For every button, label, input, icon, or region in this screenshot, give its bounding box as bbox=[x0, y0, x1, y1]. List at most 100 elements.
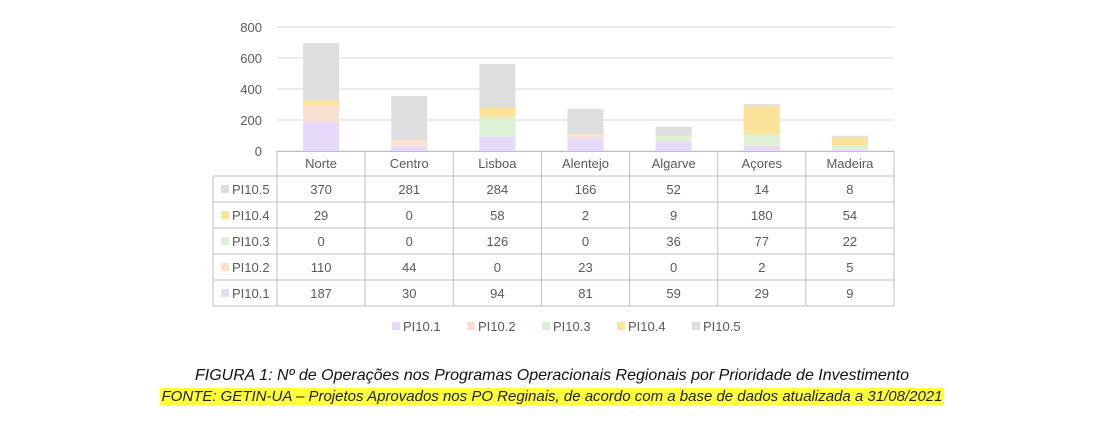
table-series-swatch bbox=[221, 185, 229, 193]
legend: PI10.1 PI10.2 PI10.3 PI10.4 PI10.5 bbox=[392, 319, 741, 334]
bar-segment bbox=[391, 139, 428, 147]
figure-caption: FIGURA 1: Nº de Operações nos Programas … bbox=[0, 365, 1104, 407]
legend-label: PI10.1 bbox=[403, 319, 441, 334]
category-label: Centro bbox=[390, 156, 429, 171]
bar-segment bbox=[391, 146, 428, 151]
data-label: 284 bbox=[487, 182, 509, 197]
bar-segment bbox=[831, 148, 868, 150]
data-label: 0 bbox=[406, 234, 413, 249]
table-series-label: PI10.4 bbox=[232, 208, 270, 223]
data-label: 2 bbox=[582, 208, 589, 223]
data-label: 180 bbox=[751, 208, 773, 223]
data-label: 0 bbox=[582, 234, 589, 249]
bar-segment bbox=[655, 134, 692, 137]
legend-swatch bbox=[392, 322, 400, 330]
bar-segment bbox=[567, 138, 604, 151]
table-series-swatch bbox=[221, 237, 229, 245]
data-label: 110 bbox=[311, 260, 332, 275]
y-tick-label: 600 bbox=[240, 51, 262, 66]
data-label: 0 bbox=[406, 208, 413, 223]
bar-segment bbox=[831, 135, 868, 138]
category-label: Açores bbox=[742, 156, 783, 171]
legend-swatch bbox=[617, 322, 625, 330]
bar-segment bbox=[303, 100, 340, 105]
bar-segment bbox=[655, 126, 692, 135]
data-label: 30 bbox=[402, 286, 416, 301]
bar-segment bbox=[479, 63, 516, 108]
bar-segment bbox=[743, 106, 780, 135]
data-label: 8 bbox=[846, 182, 853, 197]
legend-label: PI10.5 bbox=[703, 319, 741, 334]
data-label: 36 bbox=[666, 234, 680, 249]
category-label: Madeira bbox=[826, 156, 874, 171]
legend-swatch bbox=[542, 322, 550, 330]
y-tick-label: 800 bbox=[240, 20, 262, 35]
bar-segment bbox=[391, 95, 428, 140]
data-label: 23 bbox=[578, 260, 592, 275]
legend-label: PI10.2 bbox=[478, 319, 516, 334]
data-label: 0 bbox=[494, 260, 501, 275]
table-series-swatch bbox=[221, 263, 229, 271]
table-series-label: PI10.1 bbox=[232, 286, 270, 301]
data-label: 9 bbox=[846, 286, 853, 301]
category-label: Norte bbox=[305, 156, 337, 171]
figure-title: FIGURA 1: Nº de Operações nos Programas … bbox=[194, 367, 910, 384]
figure-source: FONTE: GETIN-UA – Projetos Aprovados nos… bbox=[159, 388, 945, 405]
legend-swatch bbox=[692, 322, 700, 330]
data-table: Norte Centro Lisboa Alentejo Algarve Açores Ma… bbox=[212, 151, 895, 307]
y-tick-label: 200 bbox=[240, 113, 262, 128]
data-label: 44 bbox=[402, 260, 416, 275]
y-tick-label: 400 bbox=[240, 82, 262, 97]
bar-segment bbox=[831, 145, 868, 149]
data-label: 281 bbox=[398, 182, 420, 197]
data-label: 81 bbox=[578, 286, 592, 301]
y-tick-label: 0 bbox=[255, 144, 262, 159]
legend-label: PI10.3 bbox=[553, 319, 591, 334]
bar-segment bbox=[743, 104, 780, 107]
data-label: 54 bbox=[843, 208, 857, 223]
bar-segment bbox=[655, 136, 692, 142]
bar-segment bbox=[743, 134, 780, 147]
data-label: 126 bbox=[487, 234, 509, 249]
table-series-swatch bbox=[221, 211, 229, 219]
data-label: 0 bbox=[317, 234, 324, 249]
legend-label: PI10.4 bbox=[628, 319, 666, 334]
bar-segment bbox=[479, 136, 516, 151]
data-label: 94 bbox=[490, 286, 504, 301]
data-label: 370 bbox=[310, 182, 332, 197]
data-label: 187 bbox=[310, 286, 332, 301]
bar-segment bbox=[831, 137, 868, 146]
data-label: 58 bbox=[490, 208, 504, 223]
category-label: Lisboa bbox=[478, 156, 517, 171]
bars bbox=[303, 43, 868, 151]
bar-segment bbox=[567, 134, 604, 139]
table-series-label: PI10.5 bbox=[232, 182, 270, 197]
y-axis-tick-labels: 0 200 400 600 800 bbox=[240, 20, 262, 159]
data-label: 9 bbox=[670, 208, 677, 223]
data-label: 2 bbox=[758, 260, 765, 275]
bar-segment bbox=[303, 122, 340, 151]
data-label: 0 bbox=[670, 260, 677, 275]
bar-segment bbox=[479, 116, 516, 137]
bar-segment bbox=[303, 104, 340, 123]
bar-segment bbox=[479, 107, 516, 117]
table-series-label: PI10.3 bbox=[232, 234, 270, 249]
table-series-swatch bbox=[221, 289, 229, 297]
data-label: 29 bbox=[314, 208, 328, 223]
data-label: 77 bbox=[755, 234, 769, 249]
data-label: 5 bbox=[846, 260, 853, 275]
data-label: 166 bbox=[575, 182, 597, 197]
legend-swatch bbox=[467, 322, 475, 330]
data-label: 22 bbox=[843, 234, 857, 249]
bar-segment bbox=[655, 141, 692, 151]
data-label: 14 bbox=[755, 182, 769, 197]
bar-segment bbox=[831, 149, 868, 151]
data-label: 52 bbox=[666, 182, 680, 197]
bar-segment bbox=[303, 43, 340, 101]
bar-segment bbox=[567, 108, 604, 135]
bar-segment bbox=[743, 146, 780, 151]
table-series-label: PI10.2 bbox=[232, 260, 270, 275]
category-label: Alentejo bbox=[562, 156, 609, 171]
data-label: 59 bbox=[666, 286, 680, 301]
